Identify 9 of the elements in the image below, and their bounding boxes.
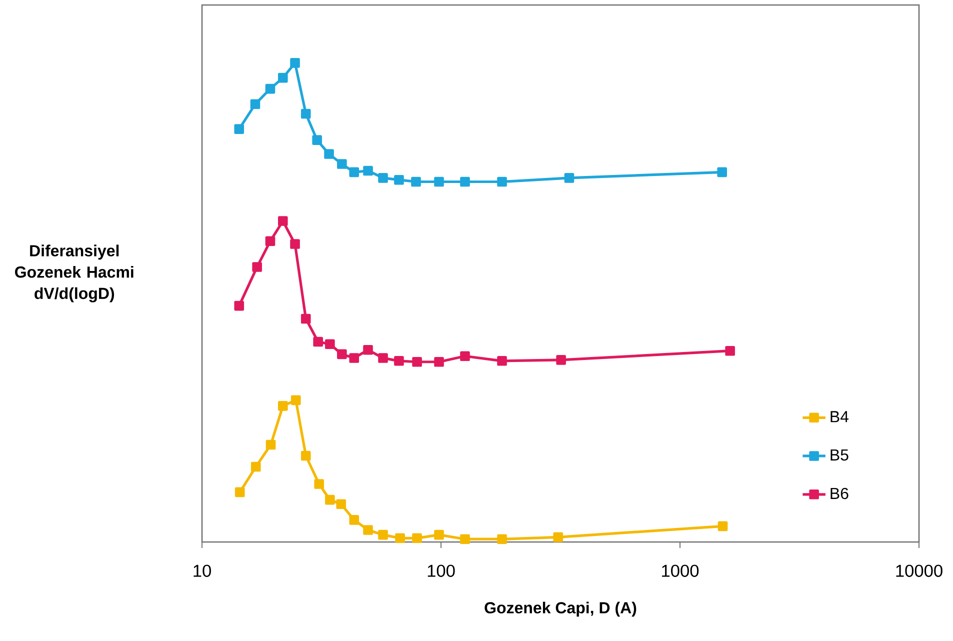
x-axis-title: Gozenek Capi, D (A) [484,602,636,617]
legend-label: B6 [830,488,848,500]
x-tick-label: 100 [428,564,455,577]
legend-label: B4 [830,411,849,422]
x-tick-label: 10000 [896,564,942,577]
y-axis-title: Diferansiyel Gozenek Hacmi dV/d(logD) [15,244,134,302]
x-tick-label: 10 [194,564,211,577]
legend-label: B5 [830,449,848,461]
x-tick-label: 1000 [662,564,699,577]
